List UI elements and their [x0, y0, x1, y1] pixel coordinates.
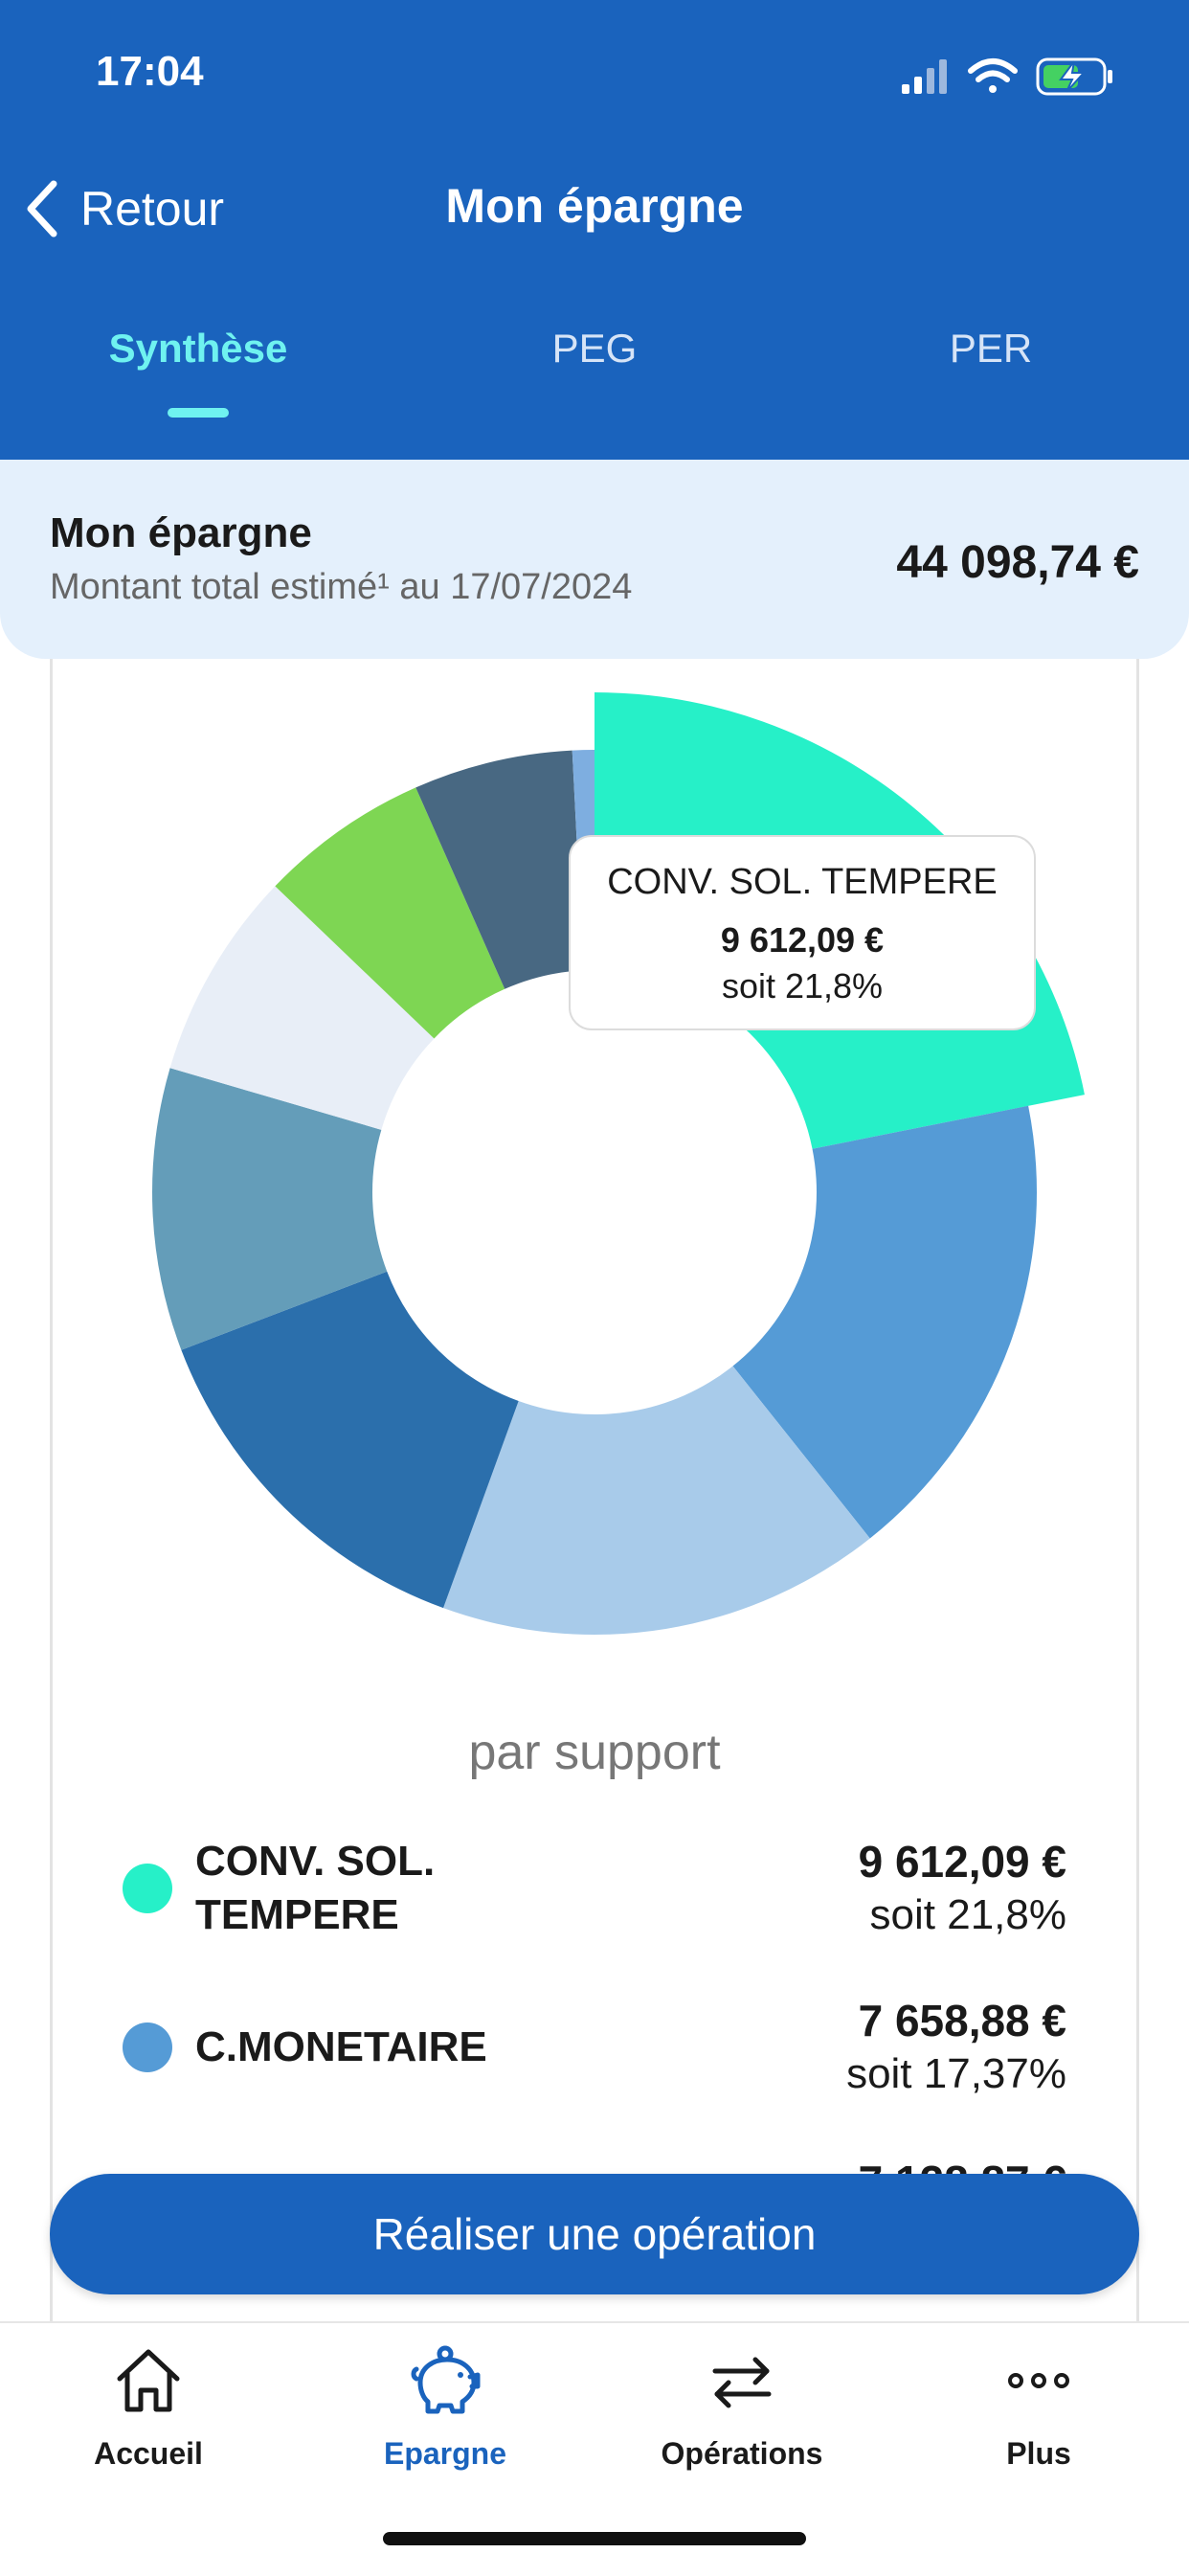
legend-name: C.MONETAIRE	[195, 2023, 487, 2070]
transfer-arrows-icon	[712, 2357, 772, 2408]
more-dots-icon	[1008, 2373, 1069, 2388]
donut-slice-3[interactable]	[181, 1271, 519, 1609]
donut-slice-2[interactable]	[443, 1366, 870, 1635]
summary-amount: 44 098,74 €	[896, 537, 1139, 588]
page-title: Mon épargne	[445, 179, 744, 233]
legend-share: soit 21,8%	[869, 1891, 1066, 1938]
content-card	[50, 659, 1139, 2325]
legend-value: 9 612,09 €	[858, 1837, 1066, 1887]
tabbar-label: Accueil	[94, 2436, 203, 2471]
tooltip-share: soit 21,8%	[721, 966, 884, 1006]
tab-synthese[interactable]: Synthèse	[108, 326, 288, 371]
tab-per[interactable]: PER	[949, 326, 1033, 371]
battery-charging-icon	[1036, 57, 1112, 96]
tabbar-item-plus[interactable]: Plus	[890, 2342, 1187, 2472]
piggy-bank-icon	[411, 2345, 481, 2414]
donut-slice-4[interactable]	[152, 1068, 388, 1350]
donut-slice-5[interactable]	[169, 886, 435, 1130]
tab-bar: Synthèse PEG PER	[0, 326, 1189, 421]
legend-value: 7 658,88 €	[858, 1996, 1066, 2045]
status-icons	[902, 57, 1112, 96]
legend-item[interactable]: C.MONETAIRE 7 658,88 € soit 17,37%	[115, 1990, 1072, 2114]
donut-chart[interactable]	[0, 0, 1189, 1724]
legend-color-dot	[123, 1864, 172, 1913]
tabbar-label: Opérations	[661, 2436, 823, 2471]
tooltip-name: CONV. SOL. TEMPERE	[607, 862, 998, 902]
summary-title: Mon épargne	[50, 509, 312, 556]
donut-slice-7[interactable]	[415, 750, 584, 989]
tabbar-item-operations[interactable]: Opérations	[594, 2342, 890, 2472]
legend-item[interactable]: CONV. SOL. TEMPERE 9 612,09 € soit 21,8%	[115, 1831, 1072, 1955]
status-time: 17:04	[96, 48, 204, 95]
donut-slice-1[interactable]	[732, 1105, 1037, 1539]
tooltip-value: 9 612,09 €	[720, 920, 885, 960]
donut-slice-6[interactable]	[275, 787, 505, 1039]
tab-peg[interactable]: PEG	[551, 326, 638, 371]
chart-tooltip: CONV. SOL. TEMPERE 9 612,09 € soit 21,8%	[569, 835, 1036, 1030]
tabbar-label: Plus	[1006, 2436, 1071, 2471]
wifi-icon	[968, 58, 1018, 93]
tabbar-label: Epargne	[383, 2436, 507, 2471]
chevron-left-icon	[27, 180, 57, 237]
home-icon	[117, 2349, 180, 2412]
active-tab-indicator	[168, 408, 229, 418]
tabbar-item-accueil[interactable]: Accueil	[0, 2342, 297, 2472]
summary-subtitle: Montant total estimé¹ au 17/07/2024	[50, 567, 633, 607]
back-label: Retour	[80, 182, 225, 236]
savings-summary: Mon épargne Montant total estimé¹ au 17/…	[0, 460, 1189, 659]
back-button[interactable]: Retour	[23, 170, 224, 247]
signal-icon	[902, 59, 947, 94]
legend-share: soit 17,37%	[846, 2050, 1066, 2097]
section-label: par support	[468, 1725, 721, 1780]
home-indicator	[383, 2532, 806, 2545]
tabbar-item-epargne[interactable]: Epargne	[297, 2342, 594, 2472]
legend-name: CONV. SOL. TEMPERE	[195, 1838, 436, 1938]
make-operation-button[interactable]: Réaliser une opération	[50, 2174, 1139, 2294]
legend-color-dot	[123, 2022, 172, 2072]
app-header: 17:04 Retour Mon épargne Synthèse PEG PE…	[0, 0, 1189, 460]
